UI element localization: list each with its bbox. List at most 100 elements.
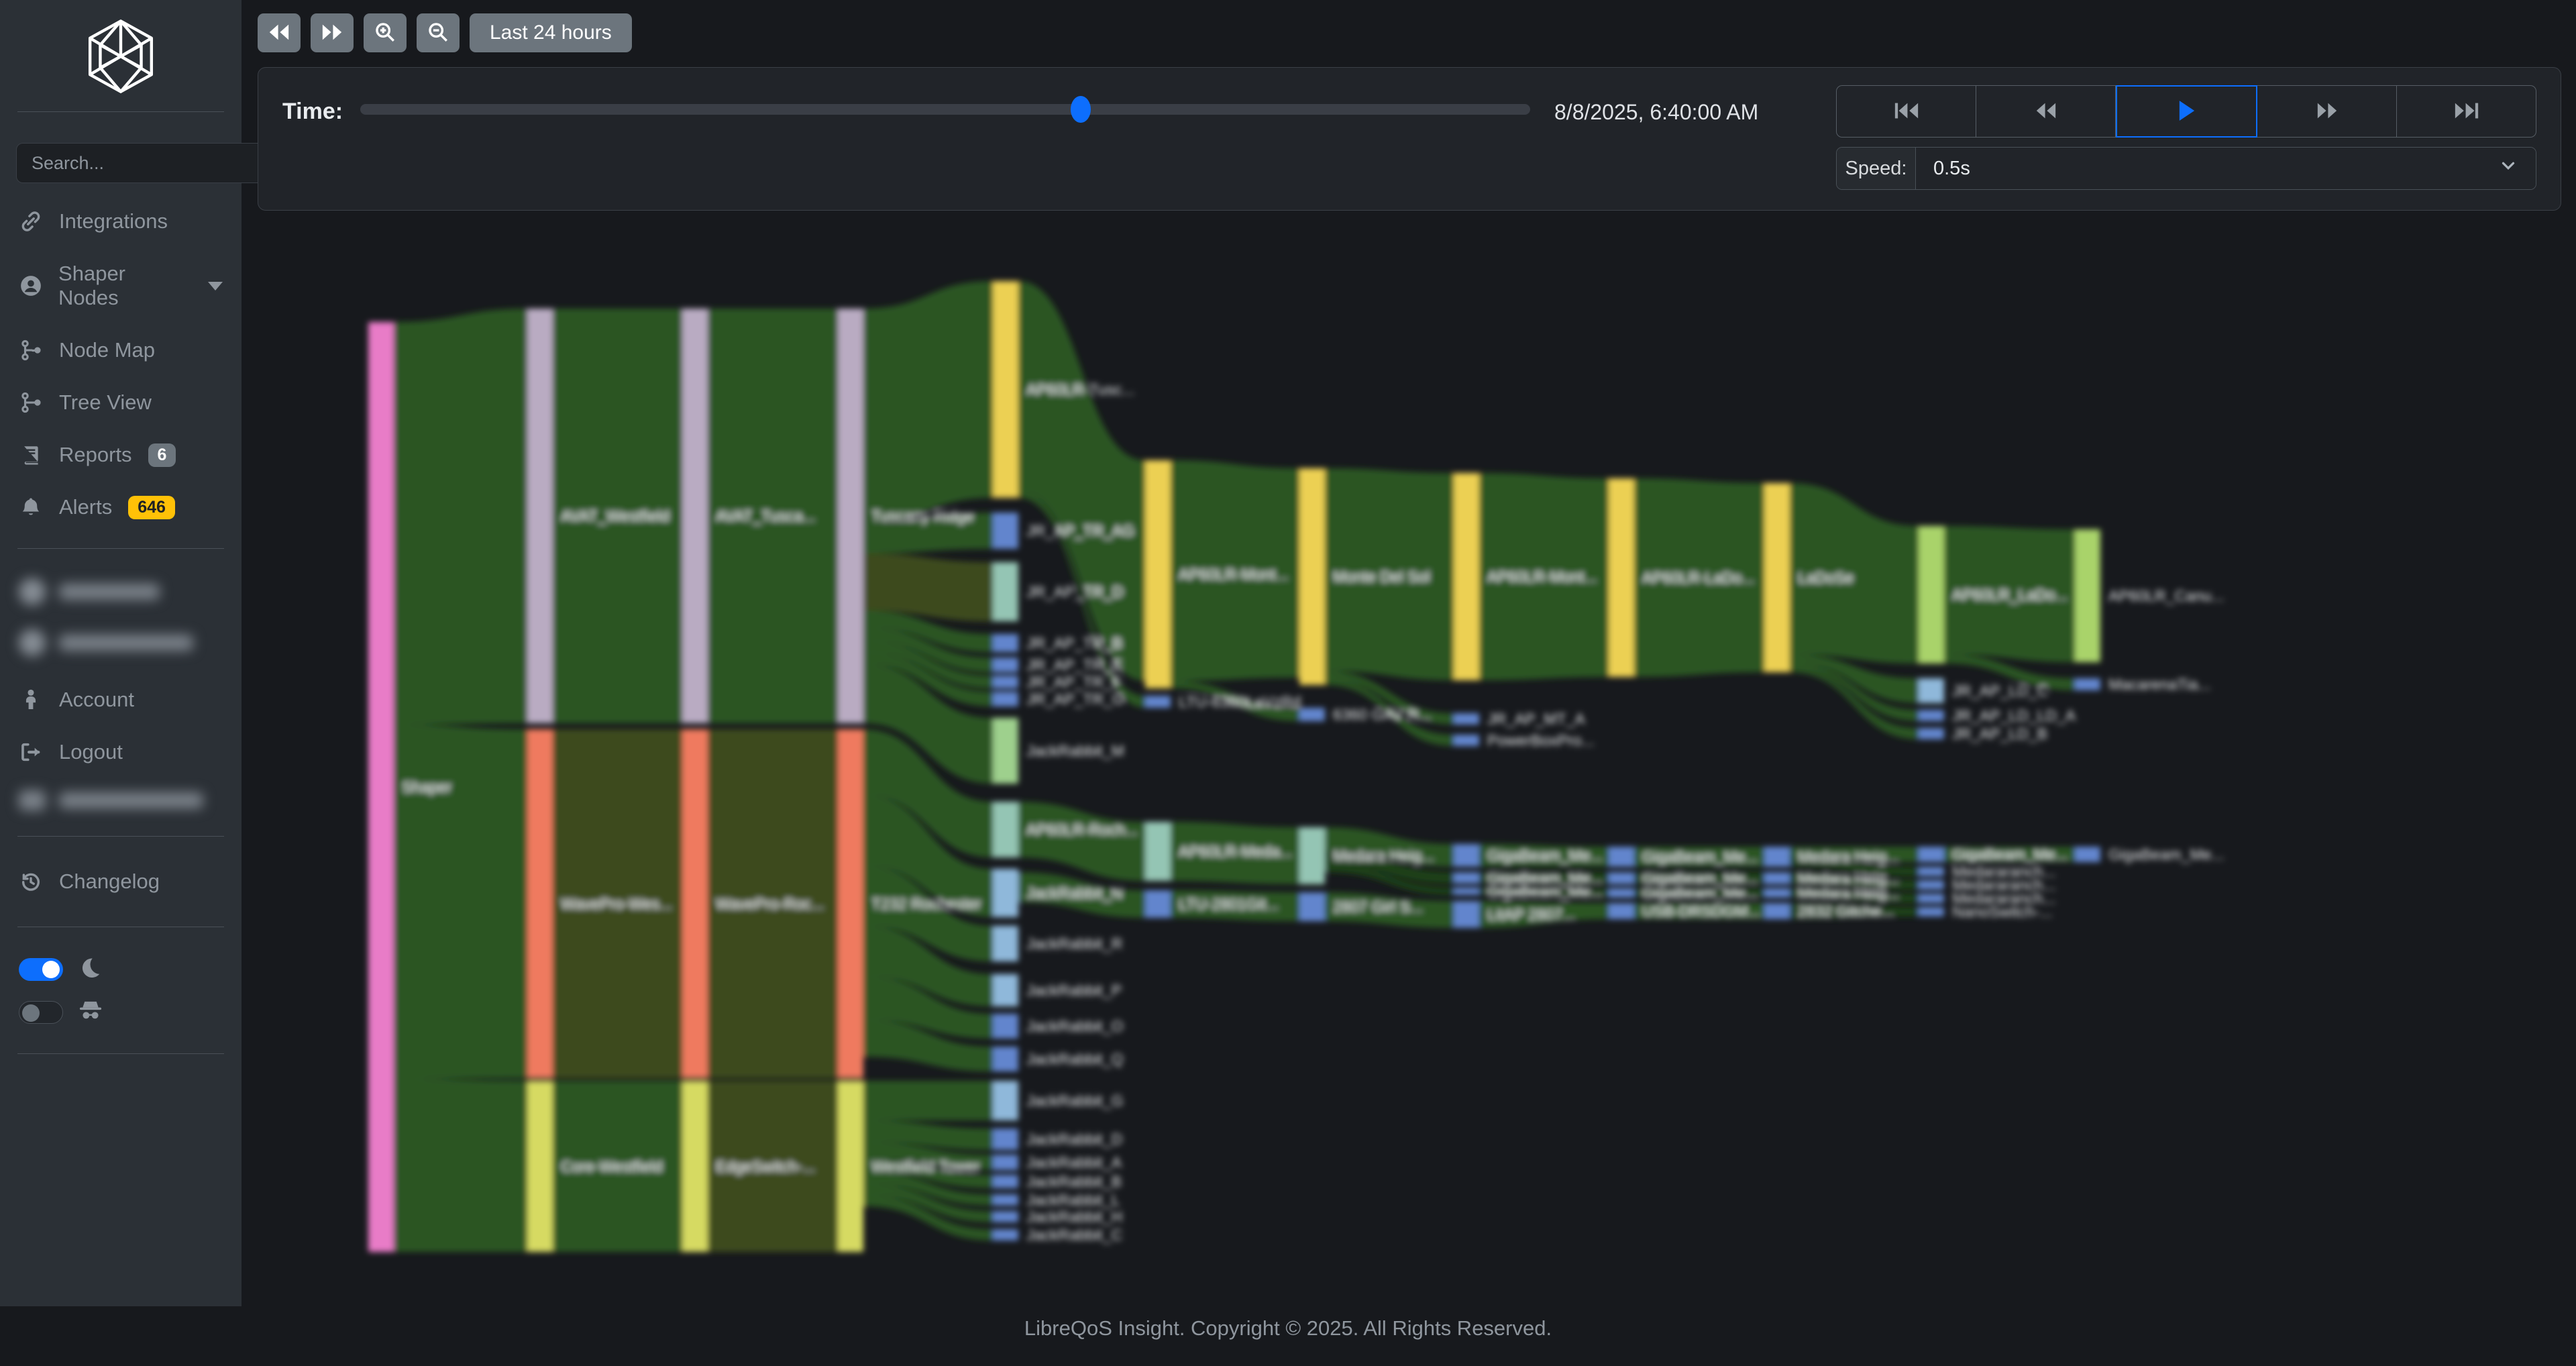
sidebar-item-reports[interactable]: Reports 6	[0, 429, 241, 481]
sankey-link[interactable]	[1790, 668, 1919, 739]
sankey-node[interactable]	[682, 1081, 708, 1252]
sankey-node[interactable]	[682, 729, 708, 1078]
sankey-node[interactable]	[993, 513, 1018, 549]
sankey-node[interactable]	[1764, 903, 1790, 919]
sankey-node[interactable]	[368, 322, 394, 1252]
sankey-link[interactable]	[1325, 827, 1454, 867]
sankey-link[interactable]	[863, 1184, 993, 1222]
sankey-node[interactable]	[1609, 903, 1634, 919]
sankey-node[interactable]	[1454, 901, 1479, 928]
sankey-node[interactable]	[1454, 844, 1479, 867]
sankey-link[interactable]	[863, 641, 993, 688]
sankey-node[interactable]	[993, 1211, 1018, 1222]
sankey-link[interactable]	[863, 1158, 993, 1188]
sankey-node[interactable]	[993, 1155, 1018, 1170]
sankey-node[interactable]	[993, 1229, 1018, 1241]
sankey-link[interactable]	[708, 309, 838, 723]
sankey-link[interactable]	[863, 976, 993, 1039]
sankey-link[interactable]	[1018, 490, 1145, 708]
sankey-link[interactable]	[1171, 460, 1299, 681]
sankey-link[interactable]	[1479, 888, 1609, 898]
sankey-node[interactable]	[1764, 847, 1790, 867]
sankey-link[interactable]	[1325, 851, 1454, 884]
sidebar-item-shaper-nodes[interactable]: Shaper Nodes	[0, 248, 241, 324]
sankey-node[interactable]	[1454, 872, 1479, 884]
sankey-node[interactable]	[1454, 713, 1479, 725]
sankey-node[interactable]	[1609, 872, 1634, 884]
sankey-link[interactable]	[1634, 888, 1764, 898]
play-button[interactable]	[2116, 85, 2257, 138]
sankey-link[interactable]	[1634, 903, 1764, 919]
sankey-link[interactable]	[708, 729, 838, 1078]
sankey-link[interactable]	[1944, 847, 2075, 862]
sankey-node[interactable]	[993, 1081, 1018, 1120]
step-backward-button[interactable]	[258, 13, 301, 52]
step-forward-button[interactable]	[311, 13, 354, 52]
zoom-in-button[interactable]	[364, 13, 407, 52]
sankey-link[interactable]	[394, 309, 527, 725]
skip-to-start-button[interactable]	[1836, 85, 1976, 138]
sankey-link[interactable]	[1944, 526, 2075, 662]
sankey-node[interactable]	[993, 562, 1018, 621]
anonymize-toggle[interactable]	[19, 1000, 63, 1024]
sankey-link[interactable]	[1325, 892, 1454, 928]
sankey-node[interactable]	[1919, 847, 1944, 862]
sankey-link[interactable]	[863, 1020, 993, 1071]
sankey-node[interactable]	[1919, 678, 1944, 703]
sankey-node[interactable]	[1609, 888, 1634, 898]
sankey-link[interactable]	[1171, 822, 1299, 884]
sankey-node[interactable]	[2075, 847, 2100, 862]
sankey-node[interactable]	[993, 974, 1018, 1006]
sankey-link[interactable]	[553, 1081, 682, 1252]
sankey-link[interactable]	[1325, 671, 1454, 725]
sankey-link[interactable]	[1479, 872, 1609, 884]
sankey-link[interactable]	[1634, 872, 1764, 884]
sankey-link[interactable]	[1325, 468, 1454, 680]
sankey-link[interactable]	[1479, 844, 1609, 867]
sankey-link[interactable]	[1944, 654, 2075, 690]
sidebar-item-tree-view[interactable]: Tree View	[0, 376, 241, 429]
sankey-link[interactable]	[1634, 478, 1764, 677]
sankey-link[interactable]	[553, 729, 682, 1078]
sankey-node[interactable]	[2075, 678, 2100, 690]
sidebar-item-integrations[interactable]: Integrations	[0, 195, 241, 248]
sankey-link[interactable]	[1171, 681, 1299, 721]
sankey-link[interactable]	[863, 627, 993, 672]
sankey-link[interactable]	[863, 1142, 993, 1170]
sankey-node[interactable]	[1764, 888, 1790, 898]
sankey-node[interactable]	[1454, 473, 1479, 680]
sankey-link[interactable]	[1790, 888, 1919, 903]
sankey-node[interactable]	[1919, 728, 1944, 739]
sankey-link[interactable]	[863, 652, 993, 706]
sankey-node[interactable]	[993, 692, 1018, 706]
sankey-node[interactable]	[1145, 822, 1171, 881]
sankey-link[interactable]	[863, 664, 993, 784]
sankey-node[interactable]	[1919, 526, 1944, 664]
sankey-link[interactable]	[1325, 679, 1454, 746]
sankey-link[interactable]	[1790, 662, 1919, 721]
sankey-node[interactable]	[1764, 872, 1790, 884]
sankey-node[interactable]	[1454, 888, 1479, 895]
sankey-node[interactable]	[1454, 735, 1479, 746]
sankey-link[interactable]	[1018, 802, 1145, 881]
sankey-link[interactable]	[863, 1120, 993, 1150]
sankey-link[interactable]	[863, 1081, 993, 1120]
sankey-node[interactable]	[527, 309, 553, 723]
sankey-link[interactable]	[863, 865, 993, 961]
sankey-node[interactable]	[993, 926, 1018, 961]
sankey-link[interactable]	[863, 926, 993, 1006]
sankey-link[interactable]	[1790, 847, 1919, 862]
rewind-button[interactable]	[1976, 85, 2116, 138]
sankey-node[interactable]	[2075, 529, 2100, 662]
sankey-node[interactable]	[1764, 483, 1790, 672]
sankey-node[interactable]	[1609, 847, 1634, 867]
sankey-link[interactable]	[1018, 872, 1145, 918]
sankey-node[interactable]	[838, 729, 863, 1078]
sankey-node[interactable]	[1299, 468, 1325, 685]
sankey-node[interactable]	[1609, 478, 1634, 677]
sankey-node[interactable]	[838, 1081, 863, 1252]
search-input[interactable]	[16, 143, 284, 183]
sankey-node[interactable]	[1145, 460, 1171, 688]
sankey-node[interactable]	[993, 1128, 1018, 1150]
